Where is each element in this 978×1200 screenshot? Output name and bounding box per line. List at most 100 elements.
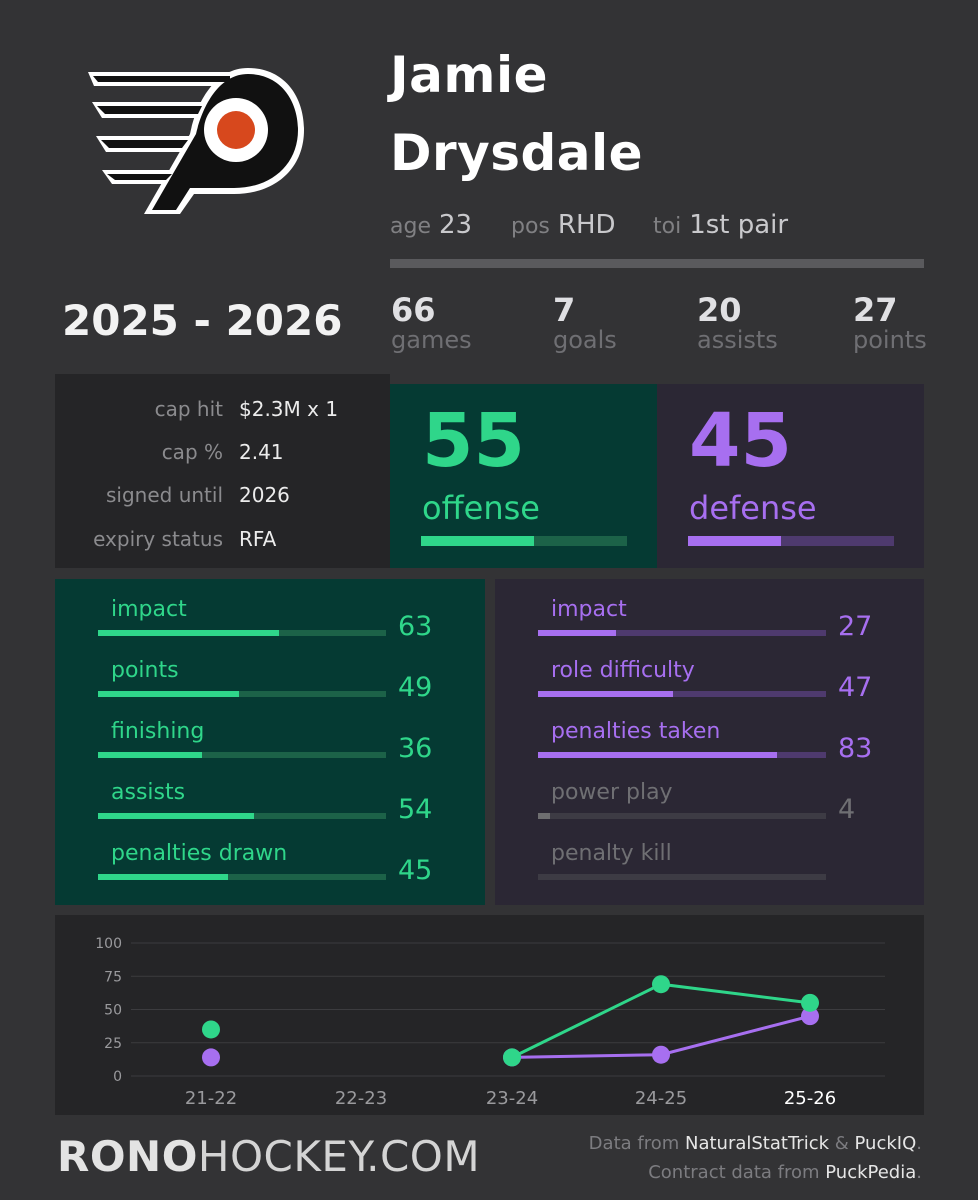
defense-row-bar (538, 874, 826, 880)
defense-row-penalties-taken: penalties taken 83 (495, 701, 924, 762)
credit-text: Contract data from (648, 1162, 826, 1183)
brand-wordmark: RONOHOCKEY.COM (57, 1136, 480, 1178)
defense-point (202, 1048, 220, 1067)
offense-row-label: penalties drawn (111, 841, 288, 866)
brand-light: HOCKEY.COM (197, 1132, 481, 1181)
data-credit: Data from NaturalStatTrick & PuckIQ. (589, 1133, 922, 1154)
defense-row-label: power play (551, 780, 673, 805)
offense-row-impact: impact 63 (55, 579, 485, 640)
offense-row-finishing: finishing 36 (55, 701, 485, 762)
credit-text: . (916, 1162, 922, 1183)
offense-rating-bar (421, 536, 627, 546)
offense-row-assists: assists 54 (55, 762, 485, 823)
brand-bold: RONO (57, 1132, 198, 1181)
x-tick-label: 25-26 (784, 1088, 836, 1109)
stat-goals: 7 goals (553, 294, 617, 352)
x-tick-label: 21-22 (185, 1088, 237, 1109)
stat-goals-value: 7 (553, 291, 576, 329)
contract-credit: Contract data from PuckPedia. (648, 1162, 922, 1183)
offense-row-value: 54 (398, 794, 433, 825)
stat-games: 66 games (391, 294, 472, 352)
offense-row-label: assists (111, 780, 186, 805)
offense-row-bar (98, 752, 386, 758)
offense-row-label: impact (111, 597, 187, 622)
x-tick-label: 23-24 (486, 1088, 538, 1109)
x-tick-label: 24-25 (635, 1088, 687, 1109)
stat-assists: 20 assists (697, 294, 778, 352)
stat-games-value: 66 (391, 291, 436, 329)
meta-pos-value: RHD (557, 210, 616, 240)
history-chart-panel: 0 25 50 75 100 21-22 22-23 23-24 24-25 25-26 (55, 915, 924, 1115)
contract-value: $2.3M x 1 (239, 397, 339, 421)
y-tick-label: 50 (104, 1003, 122, 1019)
stat-points-value: 27 (853, 291, 898, 329)
offense-rating-bar-fill (421, 536, 535, 546)
contract-row-expiry-status: expiry status RFA (55, 524, 390, 554)
contract-row-cap-percent: cap % 2.41 (55, 437, 390, 467)
defense-rating-panel: 45 defense (657, 384, 924, 568)
offense-rating-value: 55 (422, 398, 525, 484)
meta-toi: toi 1st pair (653, 210, 788, 240)
credit-text: Data from (588, 1133, 685, 1154)
meta-age-label: age (390, 214, 431, 239)
contract-value: 2026 (239, 483, 290, 507)
contract-panel: cap hit $2.3M x 1 cap % 2.41 signed unti… (55, 374, 390, 568)
meta-age: age 23 (390, 210, 472, 240)
defense-point (801, 1007, 819, 1026)
offense-point (652, 975, 670, 994)
defense-row-label: penalties taken (551, 719, 721, 744)
credit-text: . (916, 1133, 922, 1154)
logo-orange-dot (217, 111, 255, 149)
offense-row-bar (98, 691, 386, 697)
offense-row-value: 49 (398, 672, 433, 703)
offense-detail-panel: impact 63 points 49 finishing 36 assists… (55, 579, 485, 905)
defense-row-bar (538, 691, 826, 697)
stat-assists-label: assists (697, 326, 778, 354)
contract-label: cap hit (154, 397, 223, 421)
contract-label: cap % (161, 440, 223, 464)
contract-label: expiry status (93, 527, 223, 551)
defense-row-bar (538, 752, 826, 758)
defense-rating-bar-fill (688, 536, 781, 546)
contract-row-cap-hit: cap hit $2.3M x 1 (55, 394, 390, 424)
flyers-logo (88, 68, 304, 214)
defense-row-bar-fill (538, 752, 778, 758)
defense-row-impact: impact 27 (495, 579, 924, 640)
defense-row-label: role difficulty (551, 658, 695, 683)
player-first-name: Jamie (390, 46, 548, 104)
meta-pos: pos RHD (511, 210, 616, 240)
defense-row-value: 47 (838, 672, 873, 703)
defense-row-value: 4 (838, 794, 856, 825)
y-tick-label: 75 (104, 969, 122, 985)
credit-link-puckiq[interactable]: PuckIQ (854, 1133, 917, 1154)
offense-point (801, 993, 819, 1012)
defense-row-value: 27 (838, 611, 873, 642)
defense-row-value: 83 (838, 733, 873, 764)
contract-row-signed-until: signed until 2026 (55, 480, 390, 510)
defense-row-label: impact (551, 597, 627, 622)
contract-value: 2.41 (239, 440, 284, 464)
defense-row-bar (538, 630, 826, 636)
offense-row-label: finishing (111, 719, 205, 744)
defense-row-role-difficulty: role difficulty 47 (495, 640, 924, 701)
contract-value: RFA (239, 527, 277, 551)
offense-row-bar-fill (98, 691, 240, 697)
offense-rating-panel: 55 offense (390, 384, 657, 568)
offense-row-value: 45 (398, 855, 433, 886)
offense-row-bar-fill (98, 752, 202, 758)
header-divider (390, 259, 924, 268)
defense-row-bar-fill (538, 691, 674, 697)
y-tick-label: 100 (95, 936, 122, 952)
credit-link-naturalstattrick[interactable]: NaturalStatTrick (684, 1133, 830, 1154)
offense-row-bar-fill (98, 813, 254, 819)
offense-point (202, 1020, 220, 1039)
player-last-name: Drysdale (390, 124, 644, 182)
offense-row-bar (98, 874, 386, 880)
credit-text: & (829, 1133, 855, 1154)
stat-points-label: points (853, 326, 927, 354)
credit-link-puckpedia[interactable]: PuckPedia (825, 1162, 917, 1183)
defense-row-penalty-kill: penalty kill (495, 823, 924, 884)
defense-point (652, 1045, 670, 1064)
season-title: 2025 - 2026 (62, 296, 343, 345)
defense-rating-bar (688, 536, 894, 546)
